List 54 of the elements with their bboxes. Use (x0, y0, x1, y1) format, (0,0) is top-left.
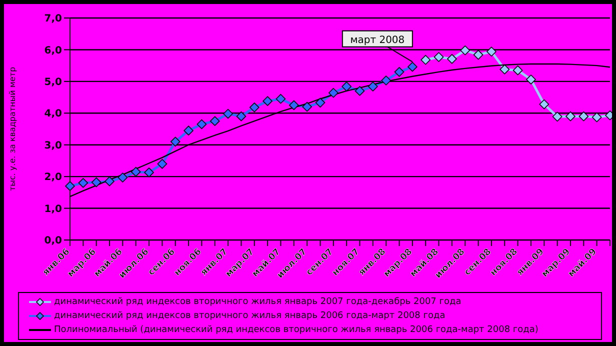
point (592, 112, 602, 122)
point (65, 181, 75, 191)
point (328, 88, 338, 98)
point (368, 82, 378, 92)
point (566, 111, 576, 122)
point (104, 176, 114, 186)
point (91, 177, 102, 188)
point (289, 100, 299, 110)
point (276, 94, 286, 104)
point (526, 74, 536, 84)
point (210, 116, 220, 126)
point (434, 52, 444, 62)
y-tick-label: 3,0 (44, 140, 62, 152)
y-tick-label: 0,0 (44, 236, 62, 247)
point (420, 54, 431, 65)
point (315, 98, 326, 108)
point (223, 108, 233, 119)
point (236, 111, 246, 122)
point (262, 96, 272, 106)
y-tick-label: 2,0 (44, 172, 62, 184)
y-tick-label: 5,0 (44, 76, 62, 88)
point (552, 112, 562, 122)
point (578, 111, 589, 122)
y-axis-title: тыс. у.е. за квадратный метр (8, 66, 17, 192)
point (486, 46, 496, 57)
point (394, 67, 404, 77)
point (302, 102, 312, 112)
point (144, 168, 154, 178)
point (196, 119, 207, 130)
point (170, 136, 180, 147)
annotation: март 2008 (350, 34, 405, 46)
point (249, 102, 260, 112)
point (500, 64, 510, 74)
point (157, 158, 168, 169)
point (381, 76, 391, 86)
legend-label: Полиномиальный (динамический ряд индексов вторичного жилья январь 2006 года-март 2008 года) (54, 325, 538, 335)
point (473, 50, 484, 60)
legend-label: динамический ряд индексов вторичного жилья январь 2007 года-декабрь 2007 года (54, 297, 462, 307)
point (512, 65, 523, 76)
point (460, 45, 470, 56)
point (354, 86, 365, 96)
y-tick-label: 7,0 (44, 14, 62, 25)
legend-label: динамический ряд индексов вторичного жилья январь 2006 года-март 2008 года (54, 311, 446, 321)
point (130, 166, 141, 177)
point (78, 178, 88, 188)
point (539, 99, 550, 110)
point (184, 126, 194, 136)
y-tick-label: 6,0 (44, 45, 62, 56)
point (408, 62, 418, 72)
point (447, 54, 457, 64)
point (118, 172, 128, 182)
y-tick-label: 4,0 (44, 108, 62, 120)
y-tick-label: 1,0 (44, 204, 62, 215)
point (342, 82, 352, 92)
